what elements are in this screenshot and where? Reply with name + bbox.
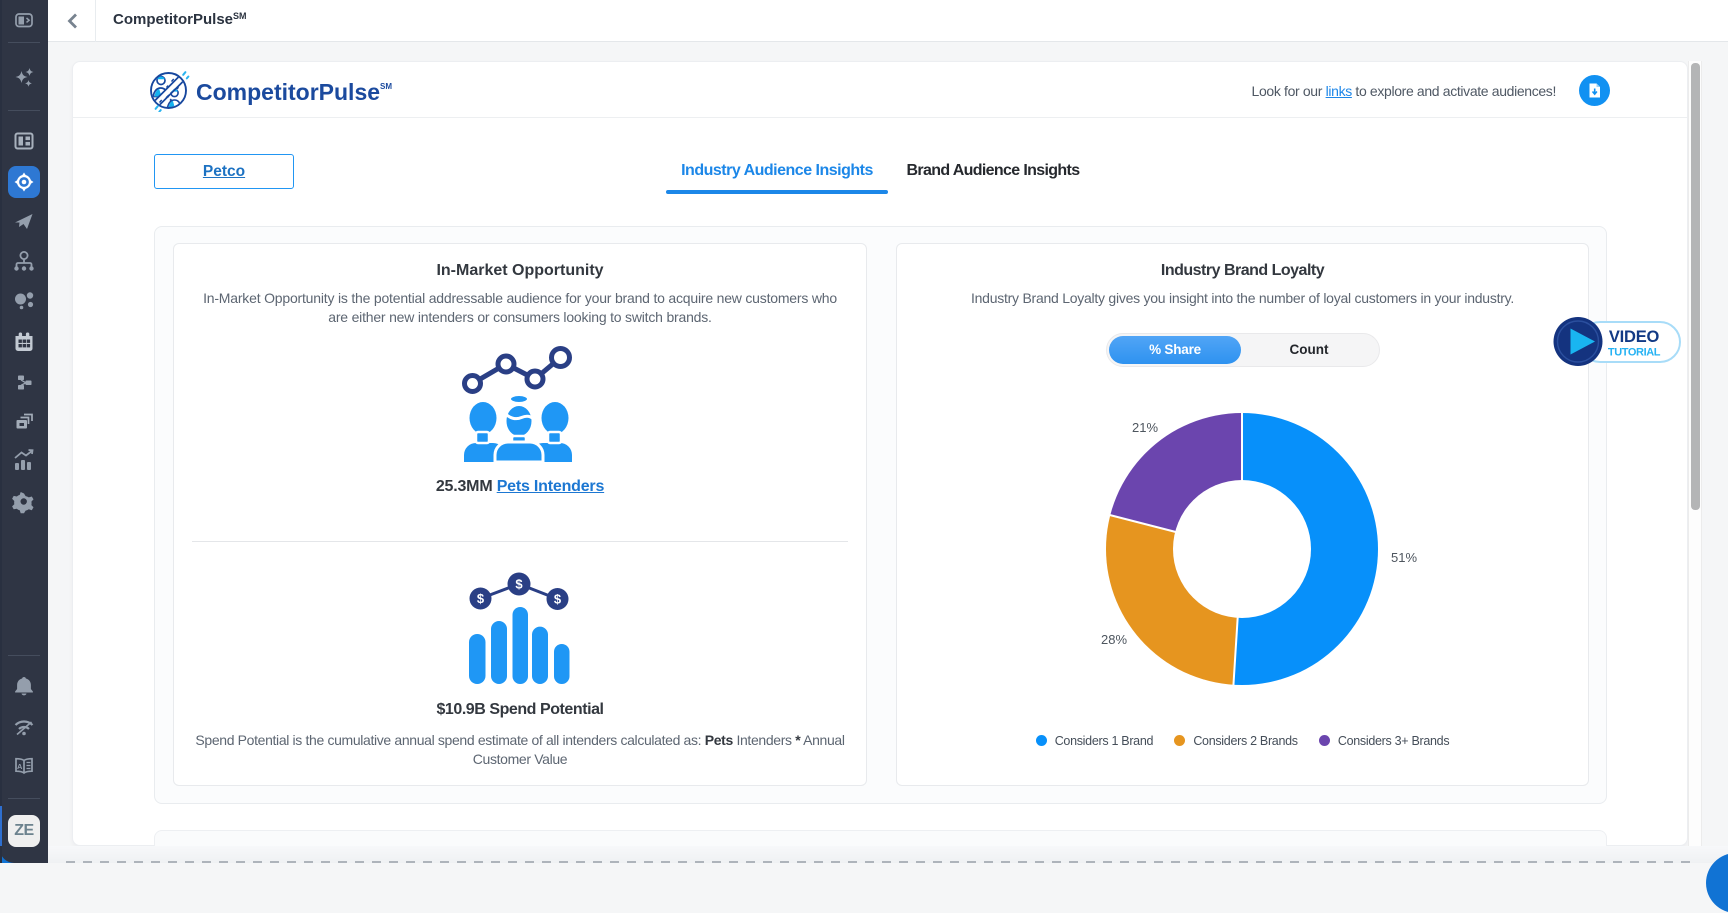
svg-text:VIDEO: VIDEO [1609,328,1660,346]
svg-text:$: $ [515,577,523,592]
svg-text:TUTORIAL: TUTORIAL [1608,347,1661,359]
svg-text:$: $ [554,592,562,607]
svg-text:$: $ [477,591,485,606]
svg-text:A: A [17,762,23,771]
